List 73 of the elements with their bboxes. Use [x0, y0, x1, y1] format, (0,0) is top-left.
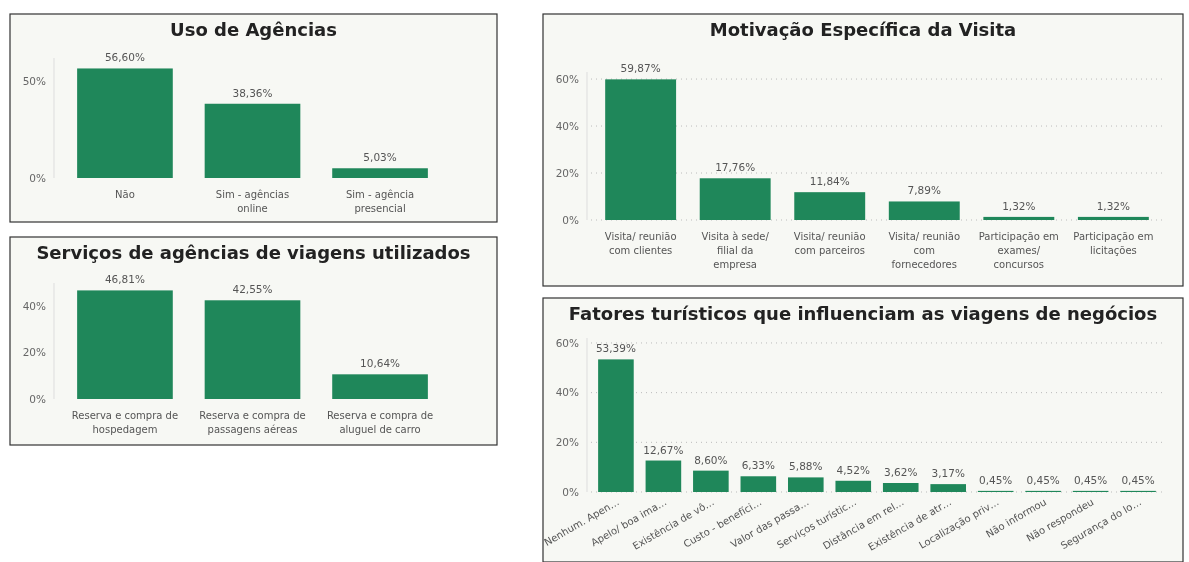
y-tick-label: 60% — [555, 72, 580, 85]
x-tick-label: Participação em exames/ concursos — [978, 231, 1059, 270]
bar — [693, 470, 729, 492]
data-label: 0,45% — [978, 473, 1013, 486]
bar — [740, 476, 777, 492]
bar — [788, 477, 824, 492]
y-tick-label: 20% — [555, 436, 580, 448]
x-tick-label: Participação em licitações — [1073, 231, 1154, 256]
chart-title: Serviços de agências de viagens utilizados — [36, 242, 471, 263]
chart-title: Uso de Agências — [170, 19, 337, 40]
bar — [77, 290, 173, 399]
bar — [77, 68, 173, 178]
x-tick-label: Visita/ reunião com fornecedores — [888, 231, 961, 270]
bar — [888, 201, 960, 220]
y-tick-label: 0% — [29, 171, 47, 184]
data-label: 56,60% — [104, 51, 145, 64]
chart-title: Fatores turísticos que influenciam as viagens de negócios — [568, 303, 1158, 324]
data-label: 5,03% — [363, 151, 397, 164]
data-label: 6,33% — [741, 459, 776, 472]
y-tick-label: 0% — [29, 392, 47, 405]
chart-title: Motivação Específica da Visita — [709, 19, 1017, 40]
data-label: 7,89% — [907, 184, 941, 197]
y-tick-label: 40% — [555, 386, 580, 399]
bar — [332, 374, 428, 399]
bar — [204, 300, 301, 399]
bar — [699, 178, 771, 220]
data-label: 38,36% — [232, 86, 273, 99]
data-label: 1,32% — [1002, 199, 1036, 212]
y-tick-label: 50% — [22, 74, 47, 87]
data-label: 42,55% — [232, 283, 273, 296]
bar — [983, 216, 1055, 220]
x-tick-label: Visita/ reunião com clientes — [604, 231, 677, 256]
x-tick-label: Visita à sede/ filial da empresa — [701, 231, 770, 270]
bar — [794, 192, 866, 220]
data-label: 11,84% — [809, 175, 850, 188]
x-tick-label: Reserva e compra de aluguel de carro — [326, 410, 434, 435]
bar — [204, 103, 301, 178]
data-label: 53,39% — [595, 342, 636, 355]
data-label: 59,87% — [620, 62, 661, 75]
data-label: 8,60% — [694, 453, 728, 466]
data-label: 3,17% — [931, 467, 965, 480]
bar — [882, 483, 919, 492]
bar — [598, 359, 634, 492]
y-tick-label: 40% — [22, 299, 47, 312]
y-tick-label: 60% — [555, 336, 580, 349]
bar — [605, 79, 677, 220]
x-tick-label: Sim - agência presencial — [345, 189, 415, 214]
y-tick-label: 40% — [555, 119, 580, 132]
y-tick-label: 0% — [562, 485, 580, 498]
x-tick-label: Não — [115, 189, 135, 200]
data-label: 12,67% — [643, 443, 684, 456]
bar — [835, 480, 872, 492]
y-tick-label: 0% — [562, 213, 580, 226]
x-tick-label: Reserva e compra de hospedagem — [71, 410, 179, 435]
data-label: 4,52% — [836, 463, 870, 476]
x-tick-label: Reserva e compra de passagens aéreas — [199, 410, 306, 435]
y-tick-label: 20% — [22, 346, 47, 359]
x-tick-label: Sim - agências online — [215, 189, 290, 214]
y-tick-label: 20% — [555, 166, 580, 179]
data-label: 0,45% — [1073, 473, 1108, 486]
bar — [645, 460, 682, 492]
data-label: 0,45% — [1121, 473, 1155, 486]
x-tick-label: Visita/ reunião com parceiros — [793, 231, 866, 256]
bar — [332, 168, 428, 178]
data-label: 5,88% — [789, 460, 823, 473]
data-label: 0,45% — [1026, 473, 1060, 486]
data-label: 3,62% — [884, 466, 918, 479]
data-label: 10,64% — [360, 357, 401, 370]
bar — [930, 484, 966, 492]
data-label: 46,81% — [104, 273, 145, 286]
bar — [1077, 216, 1149, 220]
data-label: 17,76% — [715, 161, 756, 174]
data-label: 1,32% — [1096, 199, 1131, 212]
